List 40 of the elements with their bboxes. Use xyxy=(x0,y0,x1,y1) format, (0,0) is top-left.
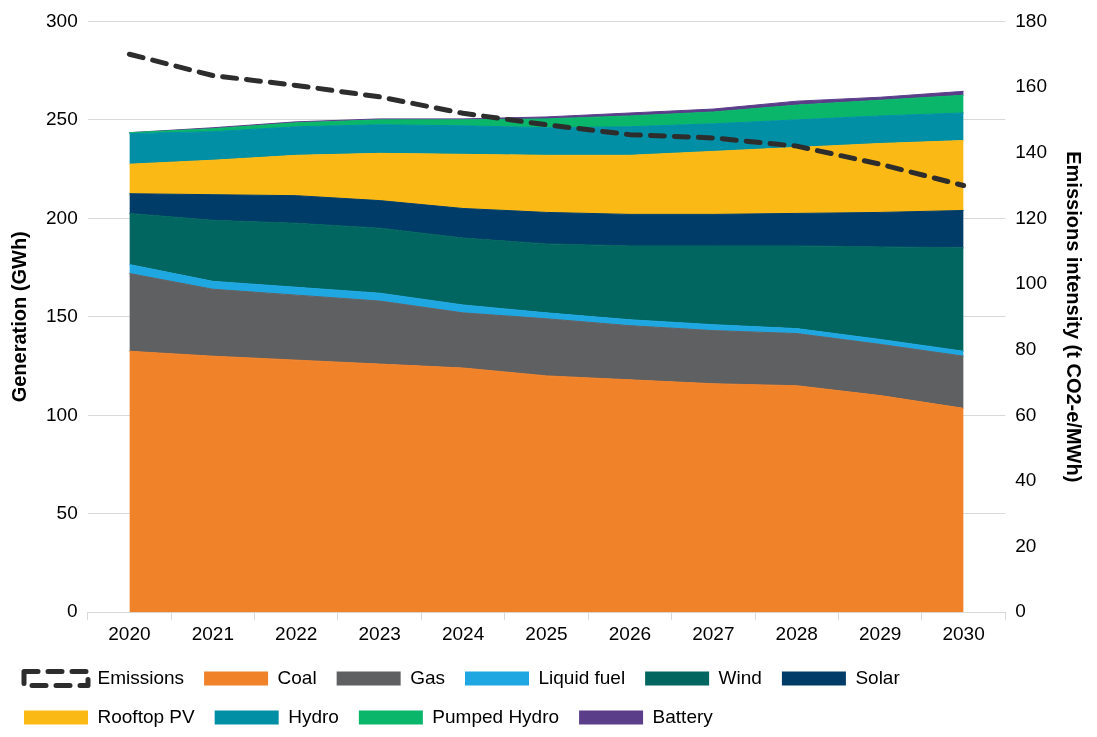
y2-tick-label: 160 xyxy=(1015,75,1047,97)
legend-label: Solar xyxy=(855,666,901,688)
legend-label: Liquid fuel xyxy=(538,666,626,688)
legend-label: Rooftop PV xyxy=(97,705,195,727)
legend-label: Hydro xyxy=(288,705,339,727)
y2-tick-label: 0 xyxy=(1015,600,1026,622)
x-tick-label: 2028 xyxy=(775,622,818,644)
x-tick-label: 2020 xyxy=(108,622,151,644)
y2-axis-title: Emissions intensity (t CO2-e/MWh) xyxy=(1063,151,1086,483)
y-tick-label: 0 xyxy=(67,600,78,622)
y-tick-label: 150 xyxy=(46,305,78,327)
y2-tick-label: 80 xyxy=(1015,337,1037,359)
x-tick-label: 2022 xyxy=(275,622,318,644)
y2-tick-label: 100 xyxy=(1015,272,1047,294)
y2-tick-label: 180 xyxy=(1015,9,1047,31)
x-tick-label: 2024 xyxy=(441,622,485,644)
legend-label: Coal xyxy=(277,666,317,688)
y2-tick-label: 60 xyxy=(1015,403,1037,425)
x-tick-label: 2026 xyxy=(608,622,652,644)
y2-tick-label: 120 xyxy=(1015,206,1047,228)
y-tick-label: 50 xyxy=(56,501,78,523)
legend-label: Wind xyxy=(718,666,762,688)
legend-label: Gas xyxy=(410,666,446,688)
y-tick-label: 250 xyxy=(46,108,78,130)
y-tick-label: 200 xyxy=(46,206,78,228)
y-tick-label: 100 xyxy=(46,403,78,425)
x-tick-label: 2021 xyxy=(191,622,234,644)
x-tick-label: 2023 xyxy=(358,622,401,644)
y-tick-label: 300 xyxy=(46,9,78,31)
legend-label: Pumped Hydro xyxy=(432,705,560,727)
x-tick-label: 2025 xyxy=(525,622,568,644)
y2-tick-label: 20 xyxy=(1015,534,1037,556)
y2-tick-label: 140 xyxy=(1015,140,1047,162)
legend-label: Emissions xyxy=(97,666,185,688)
x-tick-label: 2029 xyxy=(859,622,902,644)
y2-tick-label: 40 xyxy=(1015,469,1037,491)
x-tick-label: 2030 xyxy=(942,622,985,644)
y-axis-title: Generation (GWh) xyxy=(7,231,30,403)
legend-label: Battery xyxy=(652,705,714,727)
x-tick-label: 2027 xyxy=(692,622,735,644)
